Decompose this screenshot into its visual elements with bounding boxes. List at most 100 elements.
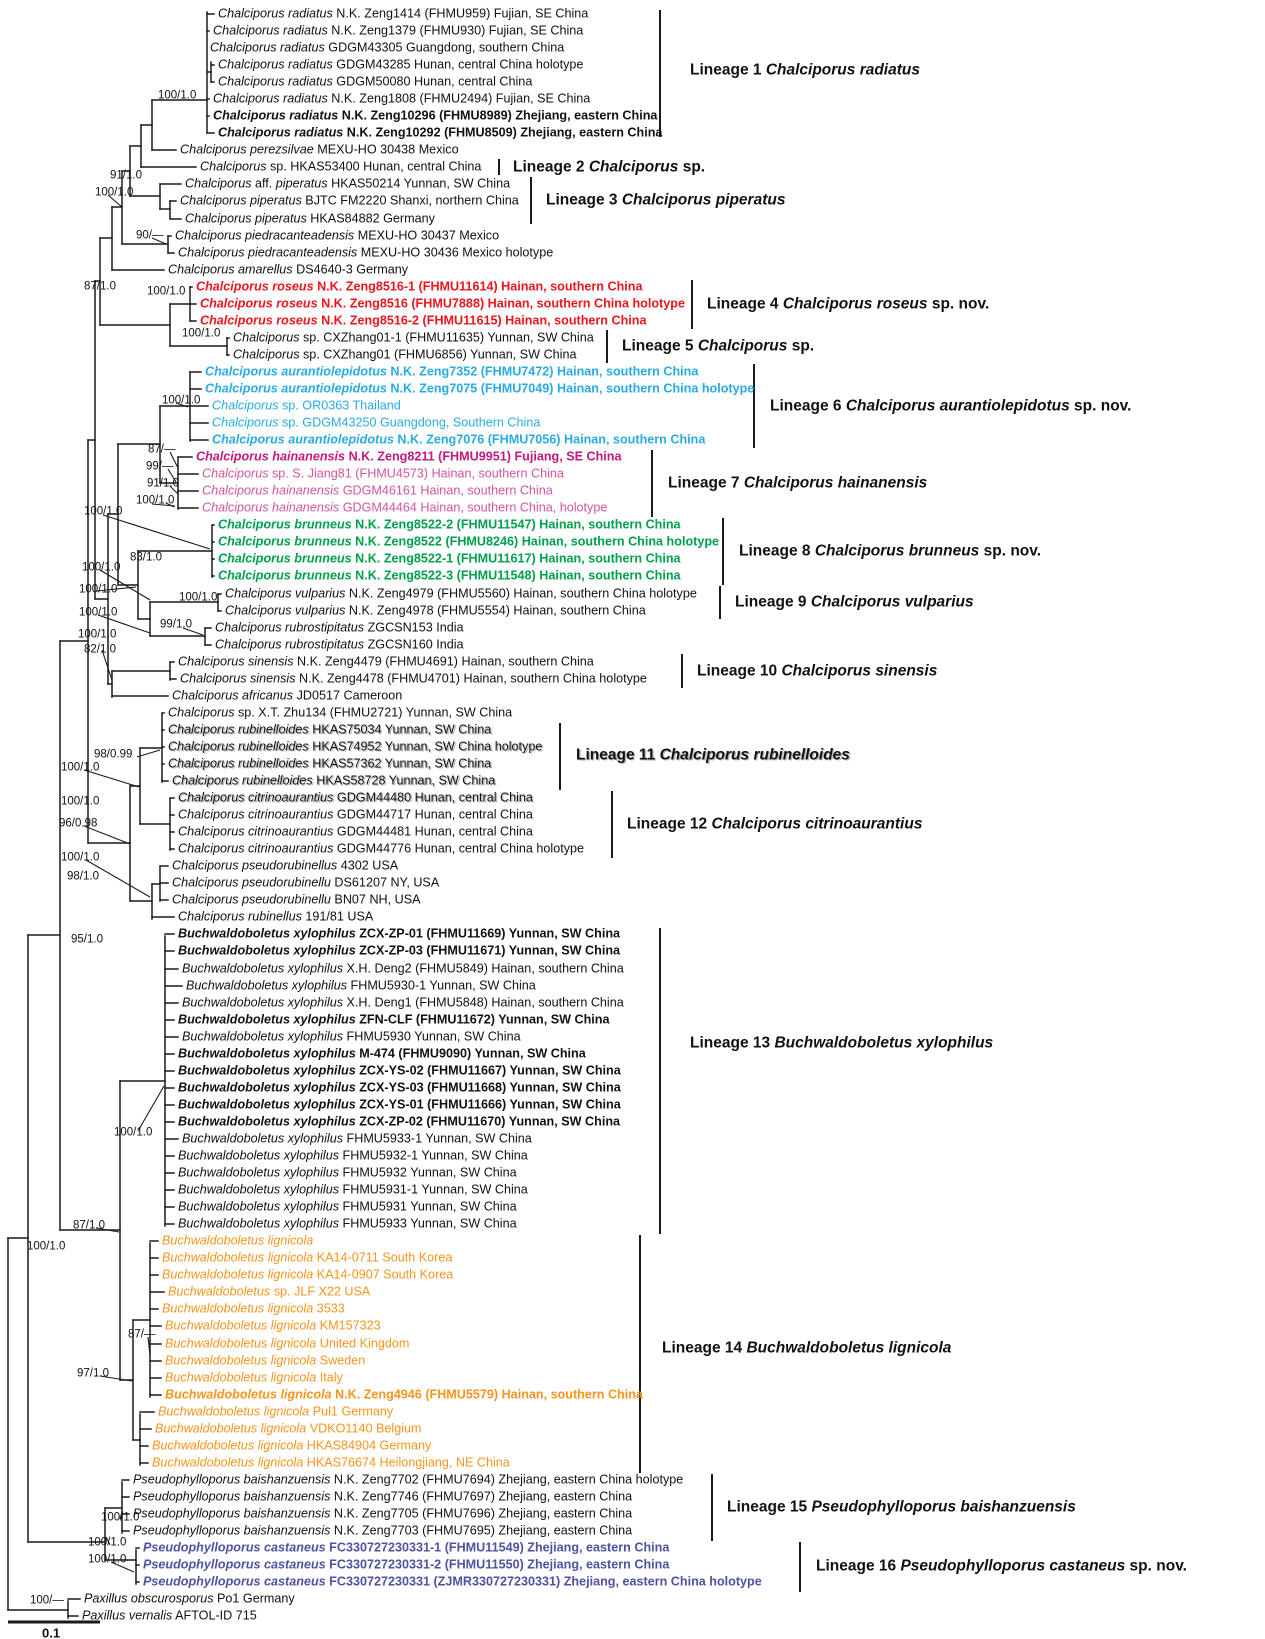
scientific-name: Buchwaldoboletus xylophilus [178, 1080, 356, 1095]
scientific-name: Buchwaldoboletus lignicola [162, 1233, 314, 1248]
taxon-label: Chalciporus rubinelloides HKAS74952 Yunn… [168, 739, 542, 754]
scientific-name: Buchwaldoboletus xylophilus [178, 1199, 340, 1214]
scientific-name: Chalciporus vulparius [225, 586, 346, 601]
scientific-name: Chalciporus brunneus [218, 568, 352, 583]
taxon-label: Chalciporus sp. HKAS53400 Hunan, central… [200, 159, 482, 174]
taxon-label: Buchwaldoboletus xylophilus ZCX-YS-02 (F… [178, 1063, 621, 1078]
label-text: N.K. Zeng8522-1 (FHMU11617) Hainan, sout… [351, 551, 681, 566]
label-text: N.K. Zeng7746 (FHMU7697) Zhejiang, easte… [330, 1489, 633, 1504]
scientific-name: Chalciporus roseus [196, 279, 314, 294]
lineage-label: Lineage 4 Chalciporus roseus sp. nov. [707, 296, 989, 312]
scientific-name: Chalciporus rubinelloides [172, 773, 313, 788]
scientific-name: Buchwaldoboletus lignicola [165, 1336, 317, 1351]
taxon-label: Chalciporus radiatus GDGM43285 Hunan, ce… [218, 58, 583, 72]
label-text: Lineage 16 [816, 1557, 901, 1575]
support-value: 98/1.0 [67, 870, 99, 883]
taxon-label: Paxillus obscurosporus Po1 Germany [84, 1591, 295, 1606]
lineage-label: Lineage 5 Chalciporus sp. [622, 338, 814, 354]
taxon-label: Buchwaldoboletus lignicola 3533 [162, 1301, 345, 1316]
taxon-label: Chalciporus radiatus N.K. Zeng10292 (FHM… [218, 125, 662, 140]
label-text: sp. S. Jiang81 (FHMU4573) Hainan, southe… [268, 466, 564, 481]
scientific-name: Buchwaldoboletus lignicola [165, 1370, 317, 1385]
label-text: N.K. Zeng7703 (FHMU7695) Zhejiang, easte… [330, 1523, 633, 1538]
taxon-label: Chalciporus pseudorubinellu DS61207 NY, … [172, 876, 439, 890]
label-text: FHMU5931-1 Yunnan, SW China [339, 1182, 528, 1197]
scientific-name: Buchwaldoboletus lignicola [162, 1267, 314, 1282]
label-text: 3533 [313, 1301, 345, 1316]
label-text: sp. CXZhang01-1 (FHMU11635) Yunnan, SW C… [299, 330, 594, 345]
scientific-name: Chalciporus perezsilvae [180, 142, 314, 157]
label-text: BN07 NH, USA [330, 892, 421, 907]
label-text: Lineage 2 [513, 158, 589, 176]
taxon-label: Chalciporus pseudorubinellus 4302 USA [172, 859, 398, 873]
label-text: ZCX-ZP-02 (FHMU11670) Yunnan, SW China [355, 1114, 621, 1129]
scientific-name: Chalciporus rubinelloides [168, 739, 309, 754]
lineage-label: Lineage 16 Pseudophylloporus castaneus s… [816, 1558, 1187, 1574]
label-text: FC330727230331-1 (FHMU11549) Zhejiang, e… [325, 1540, 670, 1555]
taxon-label: Buchwaldoboletus xylophilus FHMU5932 Yun… [178, 1166, 517, 1180]
scientific-name: Chalciporus radiatus [218, 125, 344, 140]
label-text: sp. [787, 337, 815, 355]
label-text: HKAS84904 Germany [303, 1438, 432, 1453]
label-text: Italy [316, 1370, 343, 1385]
label-text: sp. CXZhang01 (FHMU6856) Yunnan, SW Chin… [299, 347, 577, 362]
taxon-label: Chalciporus rubrostipitatus ZGCSN160 Ind… [215, 638, 464, 652]
scientific-name: Chalciporus radiatus [218, 74, 333, 89]
label-text: FC330727230331-2 (FHMU11550) Zhejiang, e… [325, 1557, 670, 1572]
label-text: Lineage 6 [770, 397, 846, 415]
label-text: FHMU5933 Yunnan, SW China [339, 1216, 517, 1231]
taxon-label: Pseudophylloporus baishanzuensis N.K. Ze… [133, 1473, 683, 1487]
support-value: 100/— [30, 1594, 64, 1607]
support-value: 97/1.0 [77, 1367, 109, 1380]
lineage-label: Lineage 7 Chalciporus hainanensis [668, 475, 927, 491]
taxon-label: Chalciporus aff. piperatus HKAS50214 Yun… [185, 176, 510, 191]
scientific-name: piperatus [275, 176, 328, 191]
support-value: 100/1.0 [79, 583, 118, 596]
scientific-name: Chalciporus radiatus [765, 61, 920, 79]
scientific-name: Chalciporus pseudorubinellu [172, 892, 331, 907]
label-text: X.H. Deng2 (FHMU5849) Hainan, southern C… [343, 961, 624, 976]
scientific-name: Chalciporus hainanensis [202, 483, 340, 498]
scientific-name: Chalciporus africanus [172, 688, 294, 703]
label-text: GDGM44481 Hunan, central China [333, 824, 533, 839]
scientific-name: Buchwaldoboletus xylophilus [178, 1046, 356, 1061]
label-text: sp. OR0363 Thailand [278, 398, 401, 413]
label-text: ZCX-ZP-03 (FHMU11671) Yunnan, SW China [355, 943, 621, 958]
scientific-name: Chalciporus citrinoaurantius [711, 815, 923, 833]
label-text: sp. HKAS53400 Hunan, central China [266, 159, 482, 174]
scientific-name: Chalciporus aurantiolepidotus [845, 397, 1070, 415]
label-text: Po1 Germany [213, 1591, 295, 1606]
scientific-name: Chalciporus piperatus [185, 211, 307, 226]
taxon-label: Buchwaldoboletus xylophilus ZCX-ZP-01 (F… [178, 927, 620, 941]
support-value: 83/1.0 [130, 551, 162, 564]
scale-bar-label: 0.1 [42, 1625, 61, 1639]
taxon-label: Chalciporus aurantiolepidotus N.K. Zeng7… [205, 382, 754, 396]
support-value: 99/— [146, 460, 174, 473]
taxon-label: Chalciporus brunneus N.K. Zeng8522-1 (FH… [218, 551, 681, 566]
label-text: ZGCSN153 India [364, 620, 464, 635]
label-text: N.K. Zeng8522-2 (FHMU11547) Hainan, sout… [351, 517, 681, 532]
label-text: GDGM43305 Guangdong, southern China [324, 40, 565, 55]
label-text: DS4640-3 Germany [292, 262, 409, 277]
scientific-name: Buchwaldoboletus xylophilus [178, 1114, 356, 1129]
taxon-label: Chalciporus radiatus N.K. Zeng1379 (FHMU… [213, 24, 583, 38]
taxon-label: Buchwaldoboletus lignicola Sweden [165, 1354, 365, 1368]
scientific-name: Chalciporus piedracanteadensis [175, 228, 355, 243]
scientific-name: Chalciporus rubinelloides [659, 746, 850, 764]
taxon-label: Chalciporus amarellus DS4640-3 Germany [168, 262, 409, 277]
taxon-label: Chalciporus radiatus GDGM50080 Hunan, ce… [218, 74, 532, 89]
support-value: 87/— [148, 443, 176, 456]
scientific-name: Pseudophylloporus baishanzuensis [133, 1523, 331, 1538]
scientific-name: Chalciporus [212, 415, 279, 430]
scientific-name: Pseudophylloporus castaneus [143, 1574, 326, 1589]
label-text: ZCX-YS-02 (FHMU11667) Yunnan, SW China [355, 1063, 621, 1078]
taxon-label: Buchwaldoboletus xylophilus FHMU5931 Yun… [178, 1199, 517, 1214]
support-value: 100/1.0 [61, 795, 100, 808]
label-text: GDGM44776 Hunan, central China holotype [333, 841, 585, 856]
label-text: N.K. Zeng4946 (FHMU5579) Hainan, souther… [331, 1387, 643, 1402]
taxon-label: Buchwaldoboletus xylophilus ZCX-ZP-02 (F… [178, 1114, 621, 1129]
taxon-label: Chalciporus roseus N.K. Zeng8516 (FHMU78… [200, 297, 685, 311]
scientific-name: Chalciporus vulparius [225, 603, 346, 618]
scientific-name: Chalciporus [233, 330, 300, 345]
label-text: sp. [678, 158, 706, 176]
